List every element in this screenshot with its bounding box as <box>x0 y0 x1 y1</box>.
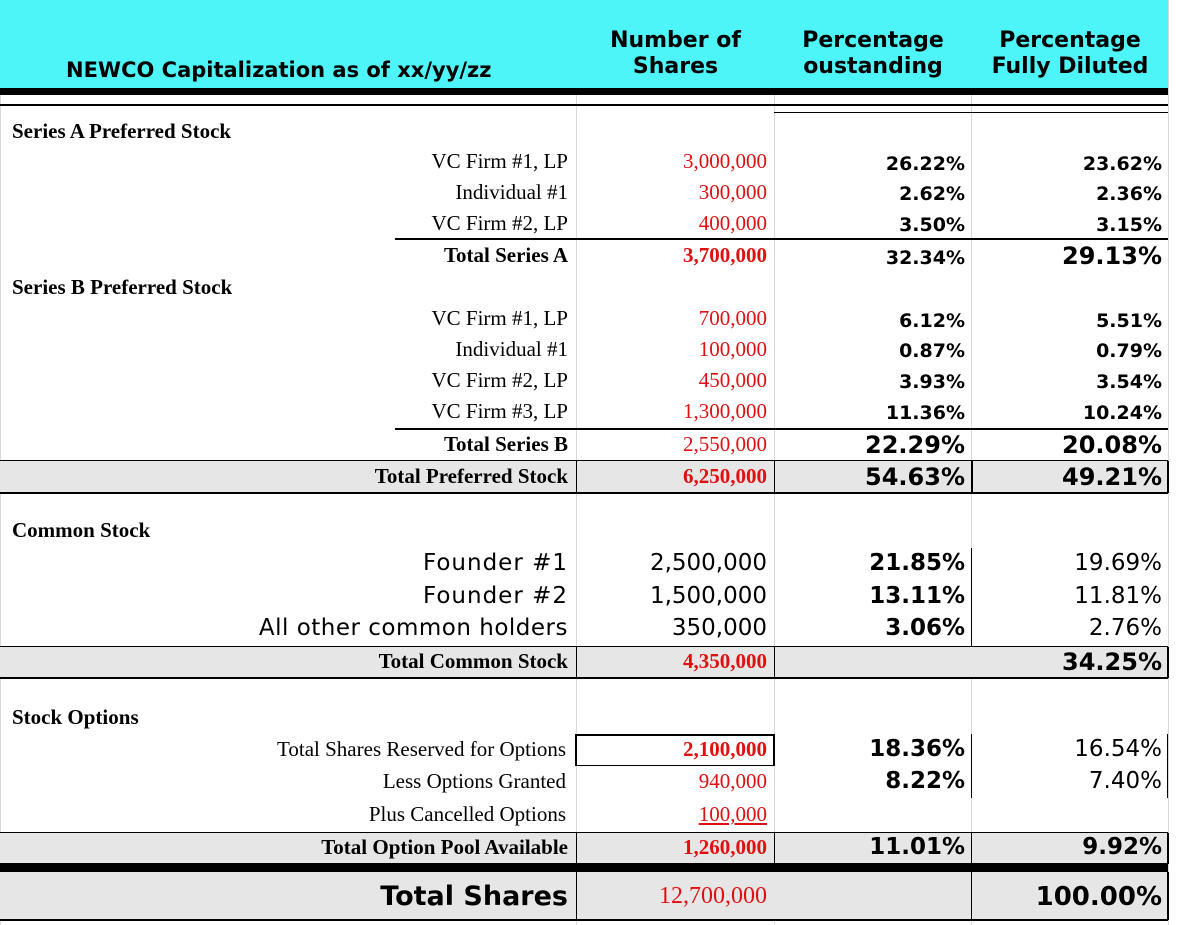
shares-value: 400,000 <box>698 211 767 235</box>
col-header-shares: Number of Shares <box>610 28 741 79</box>
option-line-label: Less Options Granted <box>382 769 566 793</box>
shares-value: 2,500,000 <box>649 550 767 576</box>
pct-outstanding-value: 13.11% <box>869 583 965 609</box>
grand-total-pct-fully-diluted: 100.00% <box>1035 882 1162 912</box>
option-line-label: Total Shares Reserved for Options <box>277 737 566 761</box>
pct-outstanding-value: 8.22% <box>885 768 965 794</box>
pct-fully-diluted-value: 10.24% <box>1082 402 1162 424</box>
total-series-a-label: Total Series A <box>443 243 568 267</box>
section-heading-series-b: Series B Preferred Stock <box>12 275 233 299</box>
shares-value: 1,500,000 <box>649 583 767 609</box>
pct-fully-diluted-value: 3.54% <box>1096 371 1162 393</box>
pct-fully-diluted-value: 2.76% <box>1088 615 1162 641</box>
holder-name: Founder #2 <box>422 583 568 609</box>
total-common-band <box>0 647 1168 678</box>
pct-outstanding-value: 21.85% <box>869 550 965 576</box>
total-series-a-pct-fully-diluted: 29.13% <box>1062 242 1162 270</box>
pct-outstanding-value: 26.22% <box>885 153 965 175</box>
section-heading-series-a: Series A Preferred Stock <box>12 119 232 143</box>
pct-outstanding-value: 11.36% <box>885 402 965 424</box>
total-preferred-band <box>0 461 1168 493</box>
total-series-b-pct-outstanding: 22.29% <box>865 431 965 459</box>
total-preferred-shares: 6,250,000 <box>683 464 767 488</box>
total-series-b-pct-fully-diluted: 20.08% <box>1062 431 1162 459</box>
holder-name: VC Firm #3, LP <box>431 399 568 423</box>
pct-outstanding-value: 6.12% <box>899 310 965 332</box>
total-preferred-pct-fully-diluted: 49.21% <box>1062 463 1162 491</box>
total-common-shares: 4,350,000 <box>683 649 767 673</box>
grand-total-shares: 12,700,000 <box>659 883 767 909</box>
total-series-b-shares: 2,550,000 <box>683 432 767 456</box>
sheet-title: NEWCO Capitalization as of xx/yy/zz <box>66 58 492 82</box>
pct-fully-diluted-value: 19.69% <box>1074 550 1162 576</box>
pct-fully-diluted-value: 7.40% <box>1088 768 1162 794</box>
holder-name: Individual #1 <box>455 180 568 204</box>
pct-outstanding-value: 3.93% <box>899 371 965 393</box>
col-header-pct-outstanding: Percentage oustanding <box>802 28 944 79</box>
total-preferred-label: Total Preferred Stock <box>374 464 568 488</box>
total-option-pool-pct-fully-diluted: 9.92% <box>1082 834 1162 860</box>
holder-name: VC Firm #2, LP <box>431 211 568 235</box>
total-series-b-label: Total Series B <box>443 432 568 456</box>
holder-name: VC Firm #2, LP <box>431 368 568 392</box>
total-common-pct-fully-diluted: 34.25% <box>1062 648 1162 676</box>
options-reserved-shares: 2,100,000 <box>683 737 767 761</box>
holder-name: VC Firm #1, LP <box>431 149 568 173</box>
holder-name: Individual #1 <box>455 337 568 361</box>
total-series-a-shares: 3,700,000 <box>683 243 767 267</box>
shares-value: 350,000 <box>671 615 767 641</box>
holder-name: VC Firm #1, LP <box>431 306 568 330</box>
pct-fully-diluted-value: 2.36% <box>1096 183 1162 205</box>
pct-outstanding-value: 2.62% <box>899 183 965 205</box>
total-option-pool-shares: 1,260,000 <box>683 835 767 859</box>
pct-fully-diluted-value: 5.51% <box>1096 310 1162 332</box>
total-common-label: Total Common Stock <box>378 649 568 673</box>
section-heading-common: Common Stock <box>12 518 151 542</box>
col-header-pct-fully-diluted: Percentage Fully Diluted <box>991 28 1149 79</box>
holder-name: All other common holders <box>258 615 568 641</box>
shares-value: 100,000 <box>698 337 767 361</box>
grand-total-label: Total Shares <box>380 881 568 912</box>
pct-fully-diluted-value: 23.62% <box>1082 153 1162 175</box>
options-cancelled-shares: 100,000 <box>698 802 767 826</box>
total-option-pool-pct-outstanding: 11.01% <box>869 834 965 860</box>
pct-fully-diluted-value: 3.15% <box>1096 214 1162 236</box>
pct-outstanding-value: 3.50% <box>899 214 965 236</box>
pct-outstanding-value: 3.06% <box>885 615 965 641</box>
pct-fully-diluted-value: 16.54% <box>1074 736 1162 762</box>
pct-fully-diluted-value: 11.81% <box>1074 583 1162 609</box>
shares-value: 3,000,000 <box>683 149 767 173</box>
total-option-pool-band <box>0 833 1168 864</box>
pct-outstanding-value: 0.87% <box>899 340 965 362</box>
shares-value: 300,000 <box>698 180 767 204</box>
holder-name: Founder #1 <box>422 550 568 576</box>
total-series-a-pct-outstanding: 32.34% <box>885 247 965 269</box>
option-line-label: Plus Cancelled Options <box>368 802 566 826</box>
pct-outstanding-value: 18.36% <box>869 736 965 762</box>
total-option-pool-label: Total Option Pool Available <box>321 835 568 859</box>
header-band <box>0 0 1168 89</box>
pct-fully-diluted-value: 0.79% <box>1096 340 1162 362</box>
grand-total-band <box>0 872 1168 920</box>
shares-value: 700,000 <box>698 306 767 330</box>
section-heading-options: Stock Options <box>12 705 139 729</box>
shares-value: 1,300,000 <box>683 399 767 423</box>
total-preferred-pct-outstanding: 54.63% <box>865 463 965 491</box>
shares-value: 450,000 <box>698 368 767 392</box>
options-granted-shares: 940,000 <box>698 769 767 793</box>
